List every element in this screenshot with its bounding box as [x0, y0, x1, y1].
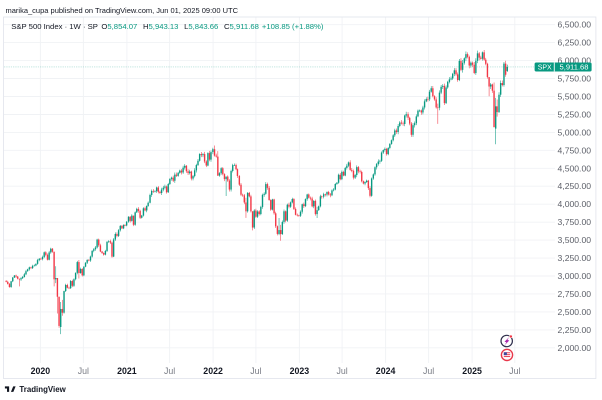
svg-text:2021: 2021 [117, 366, 137, 376]
svg-text:3,500.00: 3,500.00 [558, 235, 592, 245]
svg-text:Jul: Jul [78, 366, 89, 376]
svg-text:4,750.00: 4,750.00 [558, 145, 592, 155]
svg-text:2024: 2024 [376, 366, 396, 376]
svg-text:2,250.00: 2,250.00 [558, 325, 592, 335]
svg-text:5,000.00: 5,000.00 [558, 127, 592, 137]
svg-text:S&P 500 Index · 1W · SP O5,854: S&P 500 Index · 1W · SP O5,854.07 H5,943… [11, 22, 324, 31]
svg-text:TradingView: TradingView [19, 385, 66, 394]
svg-text:6,000.00: 6,000.00 [558, 56, 592, 66]
svg-text:2,000.00: 2,000.00 [558, 343, 592, 353]
svg-text:5,500.00: 5,500.00 [558, 92, 592, 102]
svg-text:Jul: Jul [250, 366, 261, 376]
svg-text:2,750.00: 2,750.00 [558, 289, 592, 299]
svg-text:5,750.00: 5,750.00 [558, 74, 592, 84]
svg-text:3,750.00: 3,750.00 [558, 217, 592, 227]
svg-text:SPX: SPX [538, 65, 552, 72]
svg-text:marika_cupa published on Tradi: marika_cupa published on TradingView.com… [6, 6, 239, 15]
svg-text:5,911.68: 5,911.68 [560, 63, 589, 72]
svg-text:4,250.00: 4,250.00 [558, 181, 592, 191]
svg-text:2,500.00: 2,500.00 [558, 307, 592, 317]
svg-text:2023: 2023 [290, 366, 310, 376]
svg-text:6,500.00: 6,500.00 [558, 20, 592, 30]
svg-text:2022: 2022 [203, 366, 223, 376]
svg-text:4,500.00: 4,500.00 [558, 163, 592, 173]
svg-text:Jul: Jul [509, 366, 520, 376]
svg-text:4,000.00: 4,000.00 [558, 199, 592, 209]
svg-text:2025: 2025 [462, 366, 482, 376]
svg-text:Jul: Jul [423, 366, 434, 376]
svg-text:2020: 2020 [31, 366, 51, 376]
svg-text:6,250.00: 6,250.00 [558, 38, 592, 48]
svg-text:3,250.00: 3,250.00 [558, 253, 592, 263]
svg-text:3,000.00: 3,000.00 [558, 271, 592, 281]
svg-text:Jul: Jul [164, 366, 175, 376]
svg-text:5,250.00: 5,250.00 [558, 110, 592, 120]
svg-text:Jul: Jul [336, 366, 347, 376]
